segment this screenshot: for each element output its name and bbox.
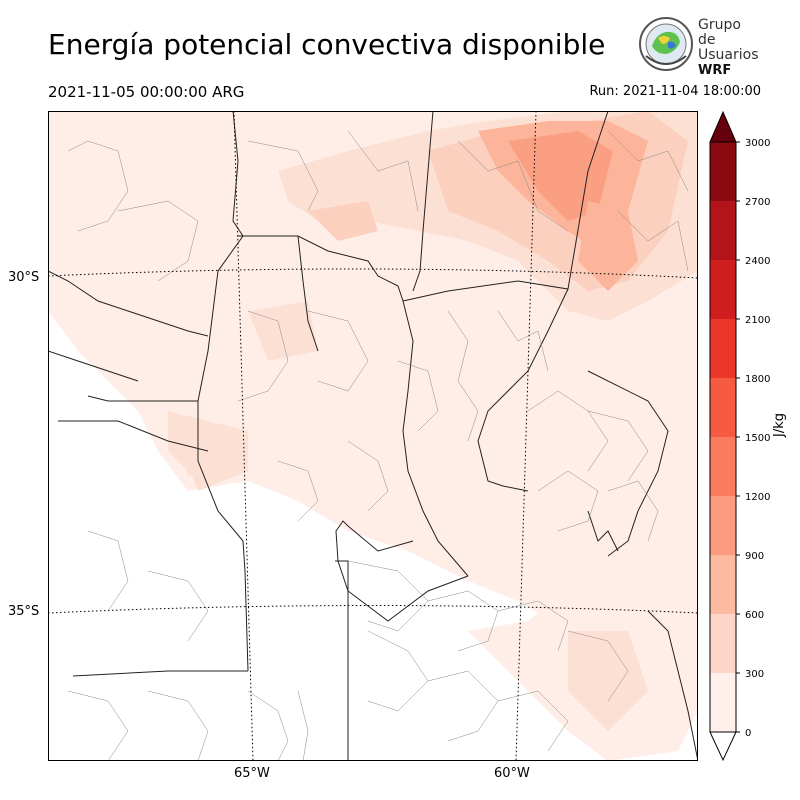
logo-line-2: Usuarios — [698, 47, 759, 63]
run-time: Run: 2021-11-04 18:00:00 — [589, 84, 761, 99]
colorbar: 0 300 600 900 1200 1500 1800 2100 2400 2700 3000 — [700, 100, 800, 780]
colorbar-segment — [710, 260, 736, 319]
colorbar-canvas: 0 300 600 900 1200 1500 1800 2100 2400 2700 3000 — [709, 110, 770, 762]
colorbar-tick-label: 2100 — [745, 315, 770, 326]
colorbar-tick-label: 300 — [745, 669, 764, 680]
colorbar-tick-label: 1500 — [745, 433, 770, 444]
colorbar-tick-label: 0 — [745, 728, 751, 739]
colorbar-segment — [710, 319, 736, 378]
logo-line-1: Grupo de — [698, 17, 741, 48]
colorbar-unit-label: J/kg — [772, 413, 787, 437]
lon-label-60w: 60°W — [494, 766, 530, 781]
logo: Grupo de Usuarios WRF — [638, 14, 759, 78]
valid-time: 2021-11-05 00:00:00 ARG — [48, 83, 245, 101]
colorbar-segment — [710, 614, 736, 673]
colorbar-segment — [710, 142, 736, 201]
colorbar-tick-label: 2700 — [745, 197, 770, 208]
colorbar-tick-label: 600 — [745, 610, 764, 621]
colorbar-under-triangle — [709, 731, 737, 762]
cape-field — [48, 111, 698, 761]
colorbar-segment — [710, 437, 736, 496]
map-panel — [47, 110, 699, 762]
colorbar-segment — [710, 378, 736, 437]
colorbar-over-triangle — [709, 110, 737, 143]
colorbar-tick-label: 2400 — [745, 256, 770, 267]
lat-label-30s: 30°S — [8, 270, 40, 285]
lon-label-65w: 65°W — [234, 766, 270, 781]
colorbar-tick-label: 3000 — [745, 138, 770, 149]
colorbar-segment — [710, 673, 736, 732]
department-lines — [67, 130, 689, 762]
map-canvas — [47, 110, 699, 762]
colorbar-segment — [710, 201, 736, 260]
logo-line-3: WRF — [698, 63, 732, 78]
page-title: Energía potencial convectiva disponible — [48, 28, 606, 61]
colorbar-tick-label: 1200 — [745, 492, 770, 503]
graticule — [47, 110, 699, 762]
colorbar-tick-label: 1800 — [745, 374, 770, 385]
colorbar-tick-label: 900 — [745, 551, 764, 562]
colorbar-segment — [710, 496, 736, 555]
logo-seal-icon — [639, 17, 693, 71]
lat-label-35s: 35°S — [8, 604, 40, 619]
colorbar-segment — [710, 555, 736, 614]
